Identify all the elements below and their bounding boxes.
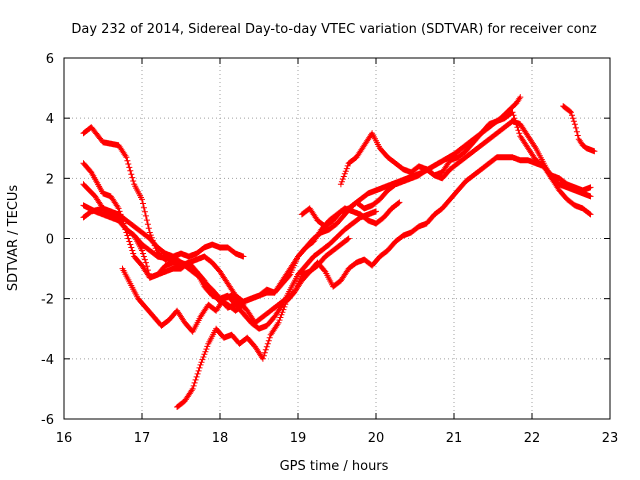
series-trace-9	[298, 118, 594, 230]
y-tick-label: -2	[41, 293, 54, 308]
series-markers	[80, 160, 247, 314]
y-tick-label: 0	[46, 233, 54, 248]
y-tick-label: 2	[46, 172, 54, 187]
chart-title: Day 232 of 2014, Sidereal Day-to-day VTE…	[71, 22, 596, 37]
y-tick-label: -4	[41, 353, 54, 368]
x-tick-label: 22	[524, 431, 541, 446]
series-trace-10	[560, 103, 598, 155]
y-axis-ticks: -6 -4 -2 0 2 4 6	[41, 52, 610, 428]
y-tick-label: 6	[46, 52, 54, 67]
x-tick-label: 16	[56, 431, 73, 446]
series-markers	[298, 118, 594, 230]
y-axis-label: SDTVAR / TECUs	[6, 185, 21, 292]
x-tick-label: 17	[134, 431, 151, 446]
series-markers	[80, 181, 403, 311]
y-tick-label: 4	[46, 112, 54, 127]
x-axis-label: GPS time / hours	[280, 459, 389, 474]
series-markers	[560, 103, 598, 155]
series-markers	[337, 109, 594, 200]
series-trace-7	[174, 154, 594, 410]
series-group	[80, 94, 598, 410]
x-tick-label: 20	[368, 431, 385, 446]
series-trace-6	[119, 235, 352, 335]
series-markers	[119, 235, 352, 335]
x-tick-label: 18	[212, 431, 229, 446]
x-tick-label: 19	[290, 431, 307, 446]
x-tick-label: 23	[602, 431, 619, 446]
series-trace-2	[80, 160, 247, 314]
x-axis-ticks: 16 17 18 19 20 21 22 23	[56, 58, 619, 446]
series-line	[82, 162, 245, 312]
y-tick-label: -6	[41, 413, 54, 428]
x-tick-label: 21	[446, 431, 463, 446]
series-trace-3	[80, 181, 403, 311]
